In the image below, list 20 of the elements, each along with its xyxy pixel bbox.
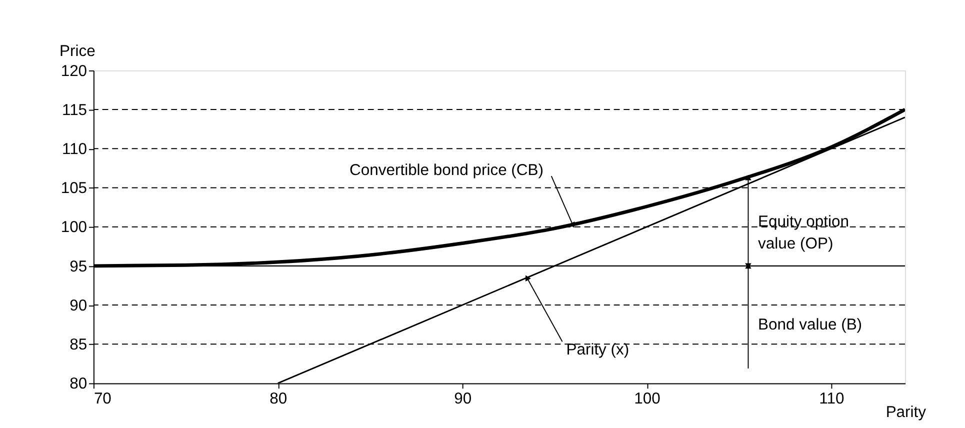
y-tick-label: 90 [70, 297, 88, 314]
y-tick-label: 95 [70, 258, 88, 276]
y-tick-label: 105 [60, 180, 88, 198]
y-tick-label: 120 [60, 62, 88, 80]
x-tick-label: 110 [819, 390, 844, 408]
x-tick-label: 80 [270, 390, 288, 408]
y-tick-label: 80 [70, 376, 88, 393]
x-axis-title: Parity [886, 404, 926, 422]
y-tick-label: 110 [62, 141, 88, 158]
annotation: Convertible bond price (CB) [350, 162, 544, 180]
y-tick-label: 100 [60, 219, 88, 236]
annotation: Equity option value (OP) [758, 214, 849, 252]
x-tick-label: 70 [94, 390, 112, 408]
y-tick-label: 85 [70, 336, 88, 354]
y-axis-title: Price [60, 43, 96, 60]
x-tick-label: 90 [454, 390, 472, 408]
annotation: Parity (x) [566, 341, 630, 358]
annotation: Bond value (B) [758, 316, 862, 334]
x-tick-label: 100 [634, 390, 661, 408]
y-tick-label: 115 [62, 102, 88, 119]
